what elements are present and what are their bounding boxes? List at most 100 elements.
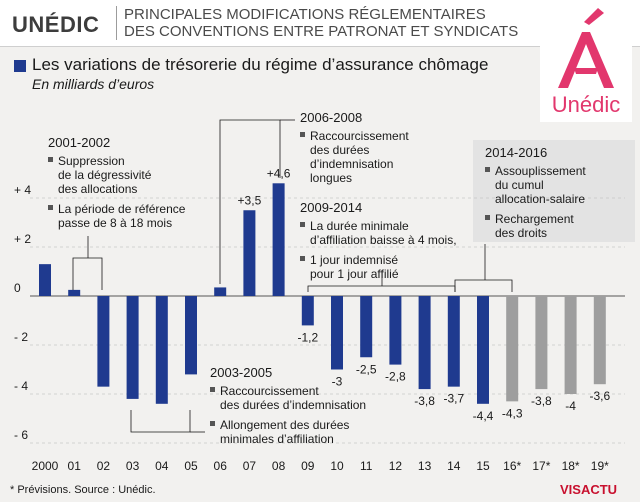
x-tick-label: 13 xyxy=(418,459,432,473)
annotation-2006-2008-bullet xyxy=(300,132,305,137)
y-tick-label: - 2 xyxy=(14,330,28,344)
annotation-2006-2008-period: 2006-2008 xyxy=(300,110,362,125)
annotation-2014-2016-text: des droits xyxy=(495,226,547,240)
data-label: -1,2 xyxy=(297,330,318,344)
credit-visactu: VISACTU xyxy=(560,482,618,497)
bar-05 xyxy=(185,296,197,375)
data-label: -3,8 xyxy=(414,394,435,408)
annotation-2006-2008-text: longues xyxy=(310,171,352,185)
annotation-2014-2016-text: Assouplissement xyxy=(495,164,586,178)
data-label: +4,6 xyxy=(267,166,291,180)
annotation-2001-2002-text: La période de référence xyxy=(58,202,186,216)
bar-18-forecast xyxy=(564,296,577,394)
annotation-2006-2008-text: Raccourcissement xyxy=(310,129,409,143)
annotation-2009-2014-text: pour 1 jour affilié xyxy=(310,267,399,281)
bar-04 xyxy=(155,296,168,404)
annotation-2003-2005-bullet xyxy=(210,387,215,392)
bar-13 xyxy=(418,296,431,390)
bar-10 xyxy=(331,296,343,370)
bar-11 xyxy=(360,296,373,358)
annotation-2001-2002-text: passe de 8 à 18 mois xyxy=(58,216,172,230)
x-tick-label: 09 xyxy=(301,459,315,473)
x-tick-label: 01 xyxy=(68,459,82,473)
bracket-2009-2014 xyxy=(307,285,456,292)
annotation-2003-2005-period: 2003-2005 xyxy=(210,365,272,380)
data-label: -4,4 xyxy=(473,409,494,423)
logo-text: Unédic xyxy=(552,92,620,117)
data-label: -4 xyxy=(565,399,576,413)
header-divider xyxy=(116,6,117,40)
bar-15 xyxy=(477,296,489,404)
data-label: -3 xyxy=(332,375,343,389)
annotation-2009-2014-text: La durée minimale xyxy=(310,219,409,233)
annotation-2014-2016-text: du cumul xyxy=(495,178,544,192)
unedic-logo: Unédic xyxy=(540,4,632,122)
bar-08 xyxy=(272,183,285,296)
y-tick-label: - 4 xyxy=(14,379,28,393)
data-label: -4,3 xyxy=(502,406,523,420)
x-tick-label: 05 xyxy=(184,459,198,473)
data-label: -2,8 xyxy=(385,370,406,384)
x-tick-label: 10 xyxy=(330,459,344,473)
forecast-annotation-bg xyxy=(473,140,635,242)
unedic-logo-mark: Unédic xyxy=(552,8,620,117)
bar-14 xyxy=(447,296,460,387)
annotation-2003-2005-text: des durées d’indemnisation xyxy=(220,398,366,412)
x-tick-label: 04 xyxy=(155,459,169,473)
bar-19-forecast xyxy=(593,296,606,385)
x-tick-label: 06 xyxy=(214,459,228,473)
annotation-2001-2002-text: de la dégressivité xyxy=(58,168,152,182)
annotation-2001-2002-bullet xyxy=(48,157,53,162)
x-tick-label: 03 xyxy=(126,459,140,473)
bracket-2001-2002 xyxy=(72,257,103,290)
y-tick-label: + 2 xyxy=(14,232,31,246)
annotation-2001-2002-text: des allocations xyxy=(58,182,137,196)
bar-2000 xyxy=(39,264,51,296)
annotation-2009-2014-period: 2009-2014 xyxy=(300,200,362,215)
credit: VISACTU xyxy=(560,482,617,497)
x-tick-label: 12 xyxy=(389,459,403,473)
chart-subtitle: En milliards d’euros xyxy=(32,76,155,92)
annotation-2014-2016-bullet xyxy=(485,215,490,220)
x-tick-label: 08 xyxy=(272,459,286,473)
annotation-2009-2014-text: 1 jour indemnisé xyxy=(310,253,398,267)
bar-12 xyxy=(389,296,402,365)
data-label: -3,6 xyxy=(589,389,610,403)
x-tick-label: 14 xyxy=(447,459,461,473)
x-tick-label: 11 xyxy=(360,459,373,473)
annotation-2001-2002-bullet xyxy=(48,205,53,210)
bracket-2006-2008 xyxy=(219,119,281,284)
x-tick-label: 17* xyxy=(532,459,550,473)
x-tick-label: 16* xyxy=(503,459,521,473)
annotation-2009-2014-text: d’affiliation baisse à 4 mois, xyxy=(310,233,457,247)
data-label: -2,5 xyxy=(356,362,377,376)
title-marker xyxy=(14,60,26,72)
bar-06 xyxy=(214,287,227,296)
x-tick-label: 18* xyxy=(562,459,580,473)
annotation-2014-2016-text: Rechargement xyxy=(495,212,574,226)
annotation-2006-2008-text: des durées xyxy=(310,143,369,157)
x-tick-label: 19* xyxy=(591,459,609,473)
bar-17-forecast xyxy=(535,296,548,390)
bar-09 xyxy=(301,296,314,326)
x-tick-label: 02 xyxy=(97,459,111,473)
annotation-2003-2005-bullet xyxy=(210,421,215,426)
annotation-2001-2002-text: Suppression xyxy=(58,154,125,168)
header-subtitle: PRINCIPALES MODIFICATIONS RÉGLEMENTAIRES… xyxy=(124,6,519,40)
chart-title: Les variations de trésorerie du régime d… xyxy=(32,55,489,74)
x-tick-label: 15 xyxy=(476,459,490,473)
bar-07 xyxy=(243,210,256,296)
annotation-2014-2016-bullet xyxy=(485,167,490,172)
bar-16-forecast xyxy=(506,296,519,402)
header: UNÉDIC PRINCIPALES MODIFICATIONS RÉGLEME… xyxy=(0,0,640,47)
annotation-2009-2014-bullet xyxy=(300,256,305,261)
data-label: -3,8 xyxy=(531,394,552,408)
annotation-2003-2005-text: Raccourcissement xyxy=(220,384,319,398)
y-tick-label: + 4 xyxy=(14,183,31,197)
x-tick-label: 07 xyxy=(243,459,257,473)
bracket-2014-2016 xyxy=(454,279,513,292)
annotation-2014-2016-text: allocation-salaire xyxy=(495,192,585,206)
annotation-2003-2005-text: minimales d’affiliation xyxy=(220,432,334,446)
brand-title: UNÉDIC xyxy=(12,12,100,37)
